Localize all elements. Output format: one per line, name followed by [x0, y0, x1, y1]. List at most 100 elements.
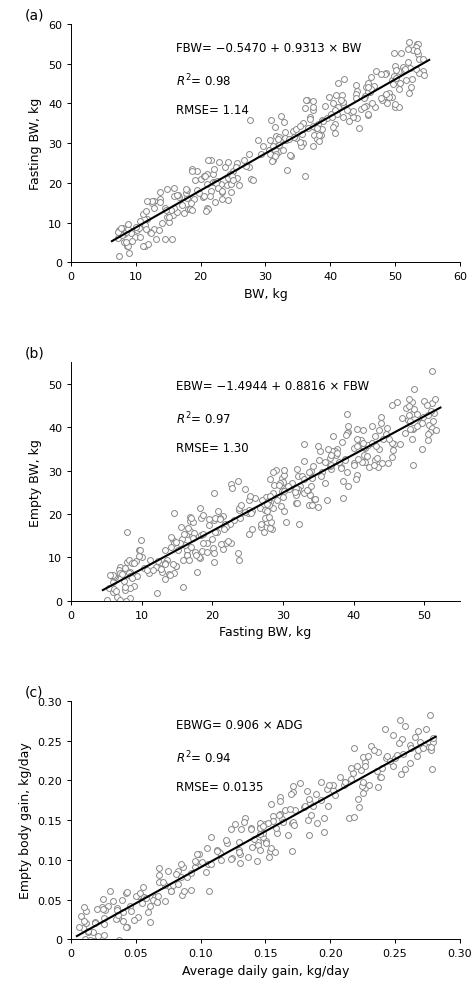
Point	[419, 52, 427, 68]
Y-axis label: Empty body gain, kg/day: Empty body gain, kg/day	[19, 742, 32, 899]
Point	[317, 468, 325, 484]
Point	[168, 232, 175, 248]
Point	[166, 568, 173, 583]
Point	[301, 800, 308, 816]
Point	[150, 201, 157, 217]
Point	[241, 810, 249, 826]
Point	[100, 891, 107, 907]
Point	[196, 500, 204, 516]
Point	[183, 527, 191, 543]
Point	[321, 454, 329, 470]
Point	[266, 488, 274, 504]
Point	[263, 497, 271, 513]
Point	[324, 798, 332, 814]
Point	[222, 833, 229, 849]
Point	[269, 154, 276, 170]
Point	[112, 911, 119, 927]
Point	[304, 813, 311, 829]
Point	[183, 191, 191, 207]
Text: FBW= −0.5470 + 0.9313 × BW: FBW= −0.5470 + 0.9313 × BW	[176, 42, 361, 55]
Point	[279, 489, 287, 505]
Point	[275, 130, 283, 146]
Point	[405, 85, 413, 101]
Point	[186, 203, 194, 219]
Point	[385, 86, 393, 102]
Point	[276, 132, 283, 148]
Point	[280, 503, 288, 519]
Text: RMSE= 1.30: RMSE= 1.30	[176, 441, 249, 454]
Point	[156, 185, 164, 201]
Point	[406, 421, 414, 437]
Point	[359, 749, 366, 765]
Point	[395, 736, 403, 751]
Point	[337, 460, 345, 476]
Point	[155, 223, 163, 239]
Point	[154, 888, 161, 904]
Point	[175, 543, 182, 559]
Point	[340, 777, 347, 793]
Point	[172, 558, 180, 574]
Point	[114, 225, 122, 241]
Point	[196, 551, 203, 567]
Point	[113, 589, 120, 605]
Point	[156, 195, 164, 211]
Point	[367, 82, 374, 97]
Point	[202, 865, 210, 881]
Point	[307, 479, 315, 495]
Point	[350, 455, 358, 471]
Point	[272, 149, 279, 165]
Point	[287, 786, 294, 802]
Point	[388, 449, 396, 465]
Point	[200, 526, 207, 542]
Point	[211, 524, 219, 540]
Point	[352, 79, 360, 94]
Point	[374, 451, 381, 467]
Point	[389, 73, 396, 88]
Point	[122, 919, 130, 935]
Point	[228, 851, 236, 867]
Point	[80, 912, 88, 928]
Point	[430, 406, 438, 421]
Point	[400, 746, 407, 762]
Point	[136, 230, 144, 246]
Point	[159, 874, 166, 890]
Point	[288, 815, 295, 831]
Point	[374, 460, 382, 476]
Point	[283, 163, 291, 179]
Point	[279, 474, 287, 490]
Point	[323, 493, 331, 509]
Point	[377, 68, 384, 83]
Point	[256, 501, 264, 517]
Point	[124, 885, 131, 901]
Point	[98, 899, 106, 914]
Point	[358, 455, 365, 471]
Point	[100, 926, 108, 942]
Point	[247, 820, 255, 836]
Point	[276, 806, 283, 822]
Point	[118, 566, 126, 581]
Point	[401, 761, 409, 777]
Point	[103, 592, 111, 608]
Point	[414, 743, 421, 758]
Point	[353, 86, 360, 102]
Point	[279, 811, 286, 827]
Point	[210, 175, 217, 191]
Point	[396, 713, 403, 729]
Point	[106, 568, 114, 583]
Point	[265, 849, 273, 865]
Point	[122, 593, 130, 609]
Point	[86, 932, 94, 948]
Point	[273, 825, 281, 841]
Point	[335, 76, 342, 91]
Point	[425, 418, 433, 434]
Point	[227, 185, 235, 201]
Point	[300, 136, 307, 152]
Point	[171, 201, 178, 217]
Point	[286, 147, 293, 163]
Point	[378, 93, 385, 109]
Point	[216, 511, 223, 527]
Point	[352, 472, 360, 488]
Point	[259, 825, 266, 841]
Point	[203, 535, 211, 551]
Point	[333, 107, 340, 123]
